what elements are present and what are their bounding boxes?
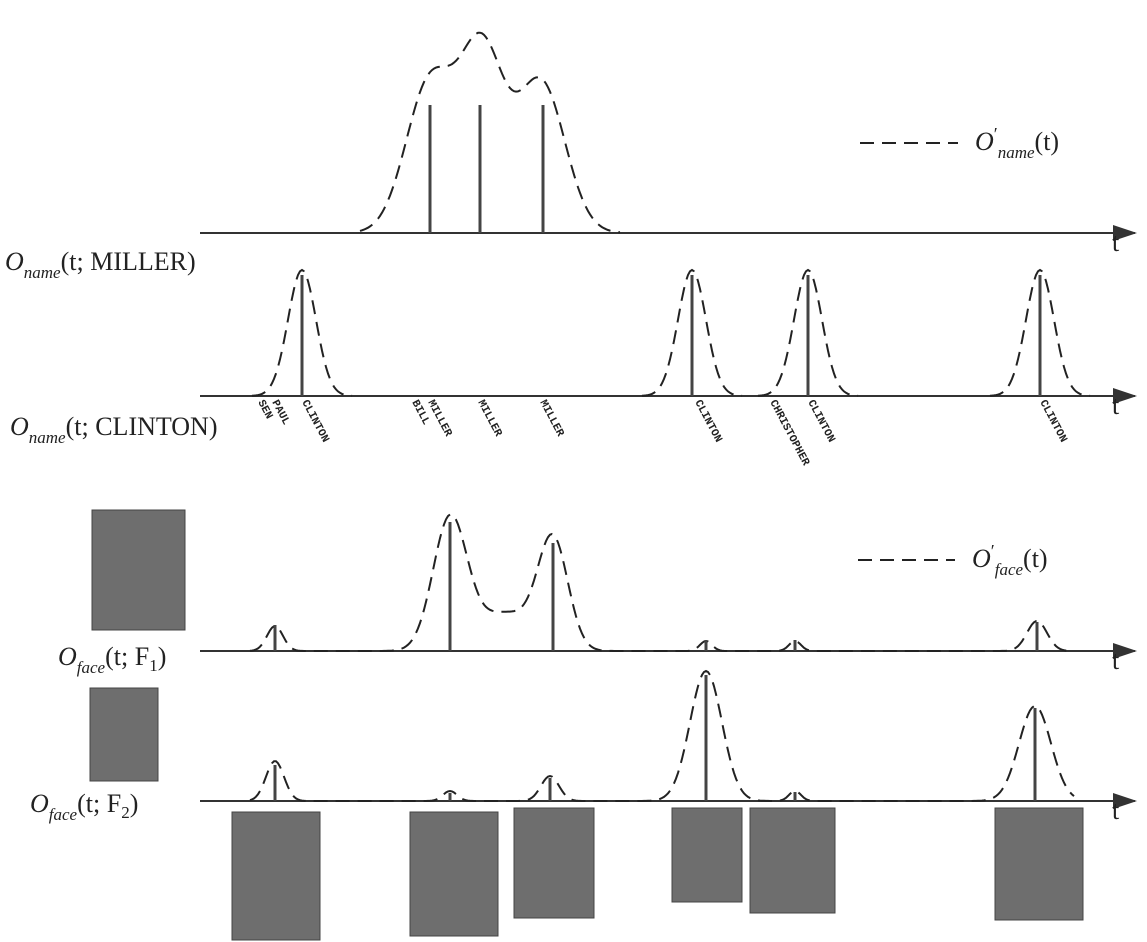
face-image (92, 510, 185, 630)
label-part: O (30, 789, 49, 818)
label-part: (t) (1035, 127, 1060, 156)
dashed-curve (360, 33, 620, 233)
label-part: 1 (149, 656, 158, 675)
face-image (410, 812, 498, 936)
dashed-curve (250, 515, 1070, 652)
label-part: O (5, 247, 24, 276)
name-token: MILLER (536, 398, 565, 439)
label-part: face (49, 805, 78, 824)
label-part: (t; F (77, 789, 121, 818)
math-label: Oname(t; MILLER) (5, 247, 196, 282)
axis-label: t (1112, 646, 1120, 675)
name-token: CLINTON (804, 398, 836, 444)
label-part: O (10, 412, 29, 441)
axis-label: t (1112, 391, 1120, 420)
math-label: Oname(t; CLINTON) (10, 412, 218, 447)
math-label: Oface(t; F2) (30, 789, 138, 824)
label-part: 2 (121, 803, 130, 822)
label-part: name (24, 263, 61, 282)
label-part: face (995, 560, 1024, 579)
axis-label: t (1112, 228, 1120, 257)
label-part: (t; CLINTON) (66, 412, 218, 441)
name-token: MILLER (474, 398, 503, 439)
label-part: ) (130, 789, 139, 818)
label-part: (t; MILLER) (61, 247, 196, 276)
face-image (232, 812, 320, 940)
face-image (995, 808, 1083, 920)
label-part: ) (158, 642, 167, 671)
label-part: (t) (1023, 544, 1048, 573)
name-token: CLINTON (691, 398, 723, 444)
math-label: Oface(t; F1) (58, 642, 166, 677)
math-label: O′name(t) (975, 124, 1059, 162)
face-image (90, 688, 158, 781)
dashed-curve (250, 671, 1074, 801)
faces (90, 510, 1083, 940)
label-part: face (77, 658, 106, 677)
label-part: name (998, 143, 1035, 162)
label-part: (t; F (105, 642, 149, 671)
axis-label: t (1112, 796, 1120, 825)
name-token: CHRISTOPHER (766, 398, 811, 468)
math-label: O′face(t) (972, 541, 1048, 579)
label-part: name (29, 428, 66, 447)
label-part: O (972, 544, 991, 573)
label-part: ′ (991, 541, 995, 561)
face-image (514, 808, 594, 918)
label-part: O (58, 642, 77, 671)
label-part: O (975, 127, 994, 156)
face-image (750, 808, 835, 913)
figure: ttttO′name(t)O′face(t)Oname(t; MILLER)On… (0, 0, 1147, 942)
name-token: CLINTON (1036, 398, 1068, 444)
face-image (672, 808, 742, 902)
label-part: ′ (994, 124, 998, 144)
name-token: CLINTON (298, 398, 330, 444)
